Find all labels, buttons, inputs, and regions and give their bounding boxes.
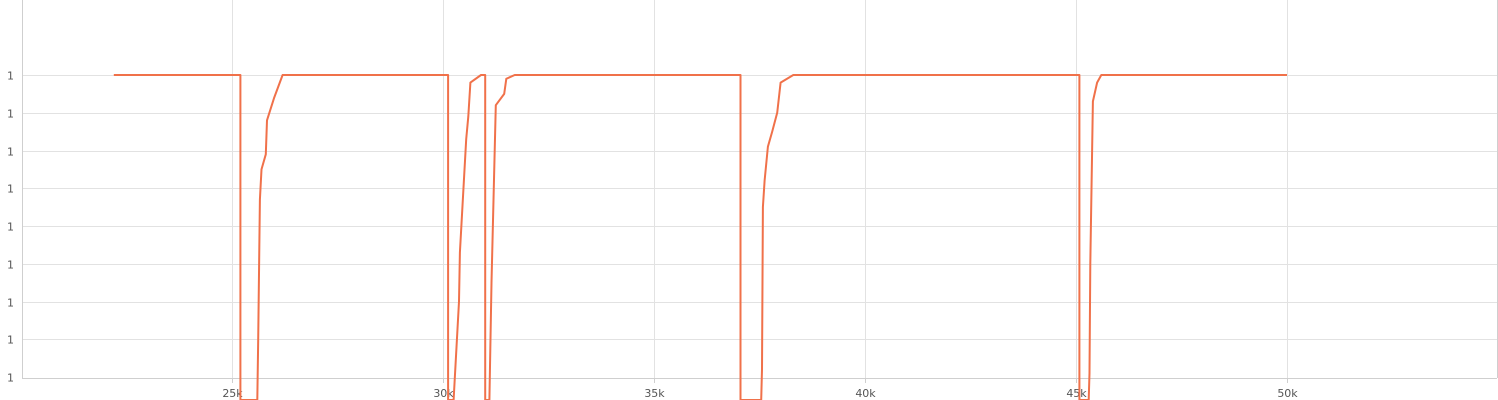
x-tick-label: 45k: [1066, 387, 1087, 400]
axes: [22, 0, 1498, 383]
y-tick-label: 1: [7, 334, 14, 347]
x-tick-label: 40k: [855, 387, 876, 400]
y-tick-label: 1: [7, 372, 14, 385]
series-group: [113, 74, 1287, 400]
y-tick-label: 1: [7, 297, 14, 310]
y-tick-label: 1: [7, 221, 14, 234]
series-line-0: [113, 74, 1287, 400]
x-tick-label: 25k: [222, 387, 243, 400]
y-tick-label: 1: [7, 146, 14, 159]
horizontal-gridlines: [22, 75, 1497, 340]
y-tick-label: 1: [7, 183, 14, 196]
y-tick-label: 1: [7, 70, 14, 83]
x-tick-label: 35k: [644, 387, 665, 400]
x-tick-label: 30k: [433, 387, 454, 400]
y-axis-tick-labels: 1 1 1 1 1 1 1 1 1: [7, 70, 14, 385]
x-tick-label: 50k: [1277, 387, 1298, 400]
y-tick-label: 1: [7, 108, 14, 121]
y-tick-label: 1: [7, 259, 14, 272]
